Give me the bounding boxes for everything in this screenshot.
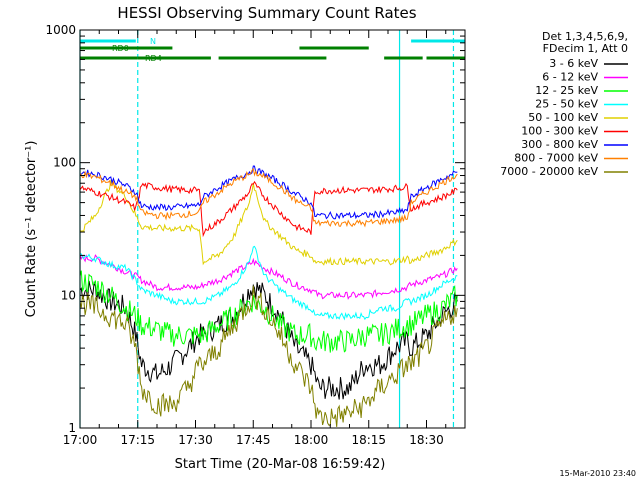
series-line-6 (80, 165, 458, 220)
x-tick-label-2: 17:30 (178, 433, 213, 447)
legend-label-4: 50 - 100 keV (528, 111, 598, 124)
legend-label-6: 300 - 800 keV (521, 138, 598, 151)
flag-label-rd0: RD0 (112, 44, 129, 53)
y-axis-label: Count Rate (s⁻¹ detector⁻¹) (24, 141, 39, 318)
x-tick-label-0: 17:00 (63, 433, 98, 447)
x-axis-label: Start Time (20-Mar-08 16:59:42) (175, 457, 386, 472)
legend-label-0: 3 - 6 keV (549, 57, 598, 70)
series-line-5 (80, 180, 458, 238)
legend-label-1: 6 - 12 keV (542, 71, 598, 84)
series-line-8 (80, 285, 458, 427)
flag-label-rd4: RD4 (145, 54, 162, 63)
plot-area: N RD0 RD4 1 10 100 1000 17:00 17:15 17:30 17:45 18:… (45, 23, 466, 447)
legend-label-5: 100 - 300 keV (521, 125, 598, 138)
y-tick-label-2: 100 (53, 156, 76, 170)
series-line-7 (80, 167, 458, 228)
legend-label-2: 12 - 25 keV (535, 84, 598, 97)
x-tick-label-6: 18:30 (409, 433, 444, 447)
x-tick-label-4: 18:00 (294, 433, 329, 447)
y-tick-label-3: 1000 (45, 23, 76, 37)
x-tick-label-1: 17:15 (120, 433, 155, 447)
legend-header-0: Det 1,3,4,5,6,9, (542, 30, 628, 43)
chart-title: HESSI Observing Summary Count Rates (117, 4, 416, 22)
series-line-0 (80, 280, 458, 400)
x-tick-label-3: 17:45 (236, 433, 271, 447)
series-line-2 (80, 270, 458, 353)
series-line-3 (80, 245, 458, 321)
legend-label-8: 7000 - 20000 keV (500, 165, 598, 178)
series-line-4 (80, 179, 458, 266)
y-tick-label-0: 1 (68, 421, 76, 435)
flag-label-n: N (150, 37, 156, 46)
legend-label-7: 800 - 7000 keV (514, 152, 598, 165)
legend-label-3: 25 - 50 keV (535, 98, 598, 111)
y-tick-label-1: 10 (61, 288, 76, 302)
legend-header-1: FDecim 1, Att 0 (543, 42, 628, 55)
x-tick-label-5: 18:15 (351, 433, 386, 447)
legend: Det 1,3,4,5,6,9,FDecim 1, Att 0 3 - 6 keV… (500, 30, 628, 178)
generation-timestamp: 15-Mar-2010 23:40 (560, 469, 637, 478)
series-line-1 (80, 254, 458, 300)
